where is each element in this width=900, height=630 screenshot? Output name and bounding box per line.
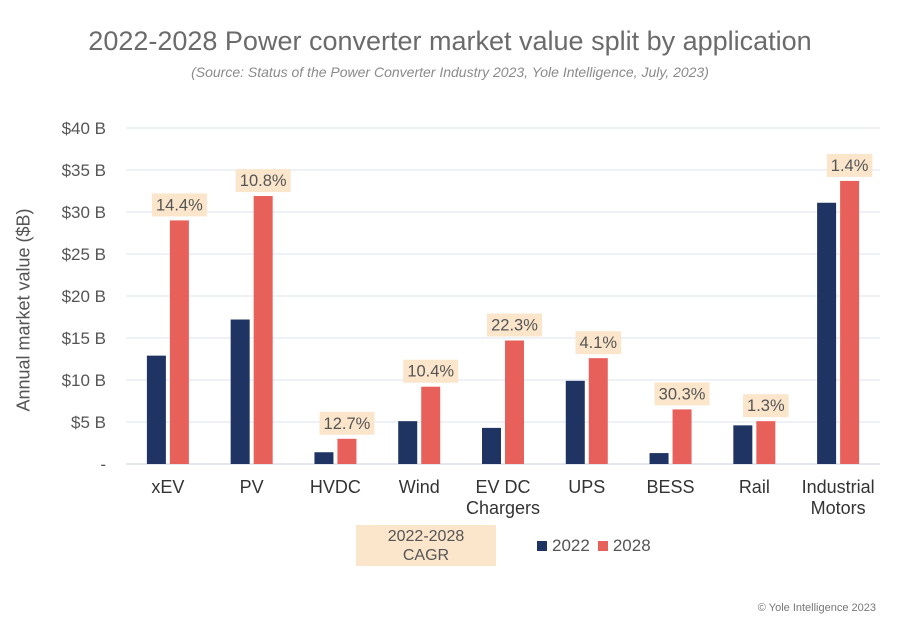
bar-2022 (817, 202, 837, 464)
x-tick-label: Motors (811, 498, 866, 518)
bar-2022 (314, 452, 334, 464)
x-tick-label: xEV (151, 477, 184, 497)
x-tick-label: UPS (568, 477, 605, 497)
cagr-label: 1.4% (831, 157, 869, 175)
legend-item-2028: 2028 (597, 536, 651, 556)
x-tick-label: PV (240, 477, 264, 497)
cagr-box-line1: 2022-2028 (387, 528, 465, 545)
cagr-label-box (487, 313, 542, 337)
x-tick-label: Rail (739, 477, 770, 497)
cagr-label: 30.3% (659, 385, 706, 403)
legend: 2022 2028 (537, 536, 659, 556)
legend-swatch-2022 (537, 541, 547, 551)
cagr-label-box (654, 382, 710, 406)
bar-2028 (505, 340, 524, 464)
cagr-label-box (743, 394, 789, 418)
cagr-label: 10.4% (407, 363, 454, 381)
cagr-legend-box: 2022-2028 CAGR (356, 525, 496, 566)
bar-2022 (649, 453, 669, 464)
bar-2022 (565, 380, 585, 464)
bar-2028 (169, 220, 189, 464)
y-tick-label: $25 B (62, 245, 106, 264)
bar-2028 (337, 438, 357, 464)
bar-2022 (230, 319, 250, 464)
cagr-box-line2: CAGR (402, 547, 450, 564)
y-tick-label: $10 B (62, 371, 106, 390)
cagr-label: 22.3% (491, 317, 538, 335)
cagr-label-box (403, 359, 459, 383)
bar-2028 (421, 386, 441, 464)
legend-item-2022: 2022 (537, 536, 590, 556)
y-tick-label: - (100, 455, 106, 474)
cagr-label: 1.3% (747, 397, 785, 415)
cagr-label-box (235, 169, 291, 193)
bar-2028 (588, 358, 608, 464)
legend-swatch-2028 (597, 541, 608, 551)
bar-2022 (146, 355, 166, 464)
x-tick-label: BESS (647, 477, 695, 497)
x-tick-label: HVDC (310, 477, 361, 497)
cagr-label: 10.8% (240, 172, 287, 190)
y-tick-label: $40 B (62, 119, 106, 138)
y-tick-label: $20 B (62, 287, 106, 306)
bar-2022 (482, 427, 501, 464)
y-tick-label: $35 B (62, 161, 106, 180)
x-tick-label: Wind (399, 477, 440, 497)
bar-2028 (253, 196, 273, 465)
bar-2028 (840, 180, 860, 465)
y-tick-label: $5 B (71, 413, 106, 432)
chart-title: 2022-2028 Power converter market value s… (88, 26, 812, 56)
bar-2028 (756, 421, 776, 464)
legend-label-2022: 2022 (552, 536, 590, 555)
copyright-notice: © Yole Intelligence 2023 (757, 602, 876, 614)
x-tick-label: EV DC (475, 477, 530, 497)
cagr-label-box (151, 193, 207, 217)
y-tick-label: $15 B (62, 329, 106, 348)
legend-label-2028: 2028 (612, 536, 651, 555)
x-tick-label: Industrial (802, 477, 875, 497)
cagr-label-box (826, 153, 873, 177)
cagr-label-box (575, 331, 622, 355)
cagr-label: 14.4% (156, 196, 203, 214)
bar-2028 (672, 409, 692, 464)
y-tick-label: $30 B (62, 203, 106, 222)
cagr-label-box (319, 411, 375, 435)
x-tick-label: Chargers (466, 498, 540, 518)
bar-2022 (398, 421, 418, 464)
cagr-label: 12.7% (324, 415, 371, 433)
chart-subtitle: (Source: Status of the Power Converter I… (191, 64, 709, 80)
cagr-label: 4.1% (579, 334, 617, 352)
bar-2022 (733, 425, 753, 464)
